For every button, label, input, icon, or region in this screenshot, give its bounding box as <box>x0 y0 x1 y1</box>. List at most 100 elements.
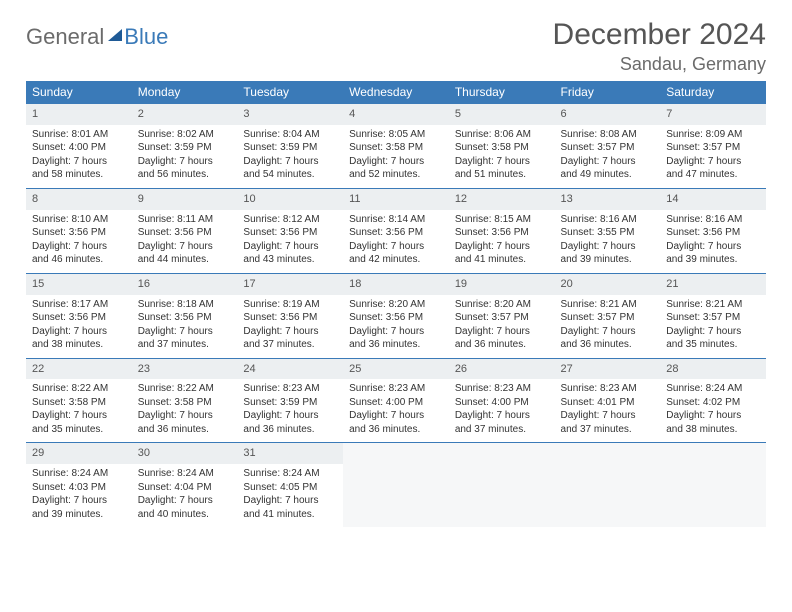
day-number: 7 <box>660 104 766 125</box>
sunset-line: Sunset: 3:56 PM <box>32 311 126 325</box>
calendar-cell: 18Sunrise: 8:20 AMSunset: 3:56 PMDayligh… <box>343 273 449 358</box>
sunrise-line: Sunrise: 8:24 AM <box>32 467 126 481</box>
day-number: 12 <box>449 189 555 210</box>
sunset-line: Sunset: 3:57 PM <box>561 141 655 155</box>
daylight-line: Daylight: 7 hours and 51 minutes. <box>455 155 549 182</box>
sunset-line: Sunset: 3:58 PM <box>349 141 443 155</box>
calendar-cell: 15Sunrise: 8:17 AMSunset: 3:56 PMDayligh… <box>26 273 132 358</box>
calendar-cell: 16Sunrise: 8:18 AMSunset: 3:56 PMDayligh… <box>132 273 238 358</box>
sunset-line: Sunset: 4:05 PM <box>243 481 337 495</box>
daylight-line: Daylight: 7 hours and 36 minutes. <box>243 409 337 436</box>
daylight-line: Daylight: 7 hours and 36 minutes. <box>349 409 443 436</box>
calendar-cell: 19Sunrise: 8:20 AMSunset: 3:57 PMDayligh… <box>449 273 555 358</box>
calendar-cell: 27Sunrise: 8:23 AMSunset: 4:01 PMDayligh… <box>555 358 661 443</box>
sunset-line: Sunset: 3:57 PM <box>455 311 549 325</box>
sunset-line: Sunset: 3:59 PM <box>138 141 232 155</box>
calendar-week-row: 8Sunrise: 8:10 AMSunset: 3:56 PMDaylight… <box>26 188 766 273</box>
calendar-cell: 1Sunrise: 8:01 AMSunset: 4:00 PMDaylight… <box>26 104 132 189</box>
calendar-cell: 5Sunrise: 8:06 AMSunset: 3:58 PMDaylight… <box>449 104 555 189</box>
sunset-line: Sunset: 3:56 PM <box>666 226 760 240</box>
sunrise-line: Sunrise: 8:16 AM <box>666 213 760 227</box>
daylight-line: Daylight: 7 hours and 40 minutes. <box>138 494 232 521</box>
header: General Blue December 2024 Sandau, Germa… <box>26 18 766 75</box>
daylight-line: Daylight: 7 hours and 44 minutes. <box>138 240 232 267</box>
day-number: 15 <box>26 274 132 295</box>
calendar-cell: 25Sunrise: 8:23 AMSunset: 4:00 PMDayligh… <box>343 358 449 443</box>
calendar-cell: 9Sunrise: 8:11 AMSunset: 3:56 PMDaylight… <box>132 188 238 273</box>
weekday-header-row: Sunday Monday Tuesday Wednesday Thursday… <box>26 81 766 104</box>
daylight-line: Daylight: 7 hours and 49 minutes. <box>561 155 655 182</box>
weekday-head: Friday <box>555 81 661 104</box>
day-number: 19 <box>449 274 555 295</box>
logo: General Blue <box>26 18 168 50</box>
calendar-cell: 3Sunrise: 8:04 AMSunset: 3:59 PMDaylight… <box>237 104 343 189</box>
daylight-line: Daylight: 7 hours and 42 minutes. <box>349 240 443 267</box>
page-title: December 2024 <box>553 18 766 52</box>
day-number: 6 <box>555 104 661 125</box>
day-number: 9 <box>132 189 238 210</box>
calendar-cell: 10Sunrise: 8:12 AMSunset: 3:56 PMDayligh… <box>237 188 343 273</box>
title-block: December 2024 Sandau, Germany <box>553 18 766 75</box>
day-number: 28 <box>660 359 766 380</box>
day-number: 21 <box>660 274 766 295</box>
calendar-cell: 13Sunrise: 8:16 AMSunset: 3:55 PMDayligh… <box>555 188 661 273</box>
sunset-line: Sunset: 4:03 PM <box>32 481 126 495</box>
day-number: 22 <box>26 359 132 380</box>
calendar-cell <box>660 443 766 527</box>
daylight-line: Daylight: 7 hours and 37 minutes. <box>561 409 655 436</box>
sunset-line: Sunset: 4:00 PM <box>455 396 549 410</box>
calendar-cell: 4Sunrise: 8:05 AMSunset: 3:58 PMDaylight… <box>343 104 449 189</box>
logo-text-2: Blue <box>124 24 168 50</box>
day-number: 2 <box>132 104 238 125</box>
daylight-line: Daylight: 7 hours and 54 minutes. <box>243 155 337 182</box>
daylight-line: Daylight: 7 hours and 41 minutes. <box>243 494 337 521</box>
sunrise-line: Sunrise: 8:22 AM <box>138 382 232 396</box>
weekday-head: Saturday <box>660 81 766 104</box>
sunset-line: Sunset: 3:56 PM <box>32 226 126 240</box>
daylight-line: Daylight: 7 hours and 46 minutes. <box>32 240 126 267</box>
sunset-line: Sunset: 3:56 PM <box>349 311 443 325</box>
day-number: 18 <box>343 274 449 295</box>
sunset-line: Sunset: 3:57 PM <box>666 141 760 155</box>
calendar-cell: 22Sunrise: 8:22 AMSunset: 3:58 PMDayligh… <box>26 358 132 443</box>
calendar-cell: 12Sunrise: 8:15 AMSunset: 3:56 PMDayligh… <box>449 188 555 273</box>
calendar-week-row: 15Sunrise: 8:17 AMSunset: 3:56 PMDayligh… <box>26 273 766 358</box>
day-number: 25 <box>343 359 449 380</box>
calendar-cell: 2Sunrise: 8:02 AMSunset: 3:59 PMDaylight… <box>132 104 238 189</box>
calendar-cell: 20Sunrise: 8:21 AMSunset: 3:57 PMDayligh… <box>555 273 661 358</box>
day-number: 16 <box>132 274 238 295</box>
daylight-line: Daylight: 7 hours and 38 minutes. <box>666 409 760 436</box>
day-number: 13 <box>555 189 661 210</box>
location: Sandau, Germany <box>553 54 766 75</box>
sunrise-line: Sunrise: 8:16 AM <box>561 213 655 227</box>
sunrise-line: Sunrise: 8:04 AM <box>243 128 337 142</box>
calendar-cell: 31Sunrise: 8:24 AMSunset: 4:05 PMDayligh… <box>237 443 343 527</box>
daylight-line: Daylight: 7 hours and 39 minutes. <box>561 240 655 267</box>
sunrise-line: Sunrise: 8:24 AM <box>243 467 337 481</box>
daylight-line: Daylight: 7 hours and 38 minutes. <box>32 325 126 352</box>
sunset-line: Sunset: 4:02 PM <box>666 396 760 410</box>
calendar-cell: 17Sunrise: 8:19 AMSunset: 3:56 PMDayligh… <box>237 273 343 358</box>
daylight-line: Daylight: 7 hours and 36 minutes. <box>455 325 549 352</box>
sunrise-line: Sunrise: 8:11 AM <box>138 213 232 227</box>
calendar-cell: 23Sunrise: 8:22 AMSunset: 3:58 PMDayligh… <box>132 358 238 443</box>
daylight-line: Daylight: 7 hours and 36 minutes. <box>349 325 443 352</box>
day-number: 17 <box>237 274 343 295</box>
sunrise-line: Sunrise: 8:21 AM <box>561 298 655 312</box>
logo-text-1: General <box>26 24 104 50</box>
sunset-line: Sunset: 3:57 PM <box>561 311 655 325</box>
calendar-cell <box>343 443 449 527</box>
sunset-line: Sunset: 4:00 PM <box>349 396 443 410</box>
daylight-line: Daylight: 7 hours and 58 minutes. <box>32 155 126 182</box>
calendar-cell: 26Sunrise: 8:23 AMSunset: 4:00 PMDayligh… <box>449 358 555 443</box>
weekday-head: Monday <box>132 81 238 104</box>
day-number: 4 <box>343 104 449 125</box>
calendar-cell: 28Sunrise: 8:24 AMSunset: 4:02 PMDayligh… <box>660 358 766 443</box>
calendar-cell: 24Sunrise: 8:23 AMSunset: 3:59 PMDayligh… <box>237 358 343 443</box>
day-number: 5 <box>449 104 555 125</box>
day-number: 3 <box>237 104 343 125</box>
daylight-line: Daylight: 7 hours and 37 minutes. <box>243 325 337 352</box>
weekday-head: Sunday <box>26 81 132 104</box>
day-number: 20 <box>555 274 661 295</box>
sunrise-line: Sunrise: 8:23 AM <box>455 382 549 396</box>
